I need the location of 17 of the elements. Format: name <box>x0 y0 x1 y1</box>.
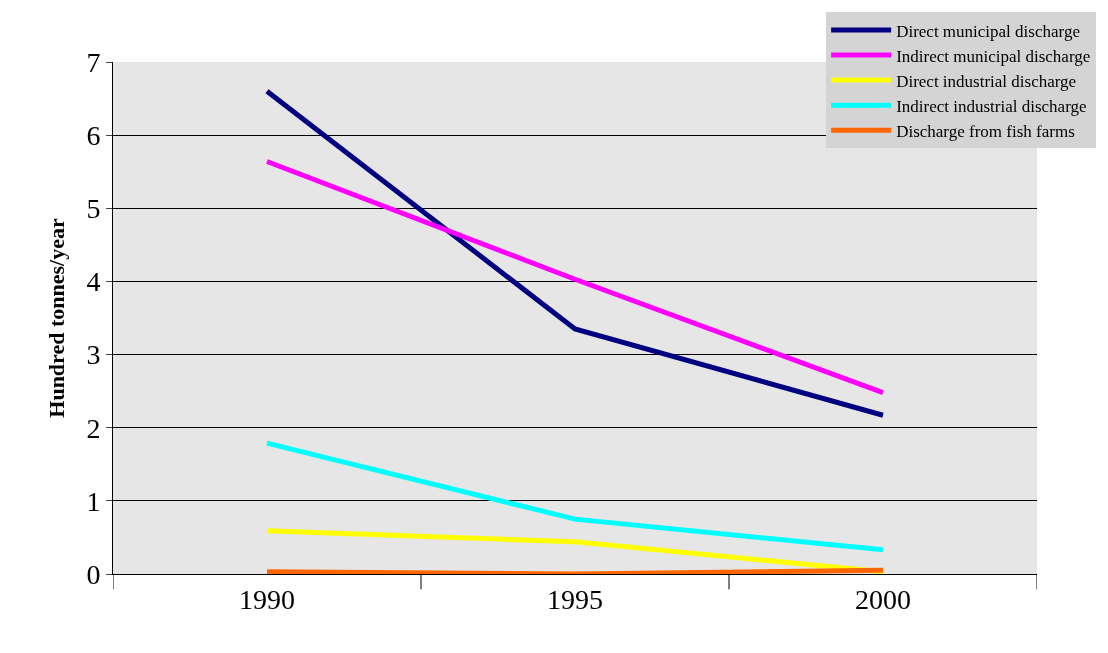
legend-label: Direct industrial discharge <box>896 71 1077 91</box>
legend-label: Indirect industrial discharge <box>896 96 1087 116</box>
x-tick-label: 1990 <box>239 583 295 615</box>
y-tick-label: 1 <box>86 485 101 517</box>
y-tick-label: 6 <box>86 119 101 151</box>
y-tick-label: 3 <box>86 339 101 371</box>
y-tick-label: 0 <box>86 558 101 590</box>
legend-label: Direct municipal discharge <box>896 21 1080 41</box>
legend-label: Indirect municipal discharge <box>896 46 1091 66</box>
y-tick-label: 5 <box>86 193 101 225</box>
legend-label: Discharge from fish farms <box>896 121 1075 141</box>
x-tick-label: 2000 <box>855 583 911 615</box>
y-tick-label: 2 <box>86 412 101 444</box>
y-tick-label: 4 <box>86 266 101 298</box>
y-tick-label: 7 <box>86 46 101 78</box>
y-axis-title: Hundred tonnes/year <box>44 218 70 418</box>
x-tick-label: 1995 <box>547 583 603 615</box>
